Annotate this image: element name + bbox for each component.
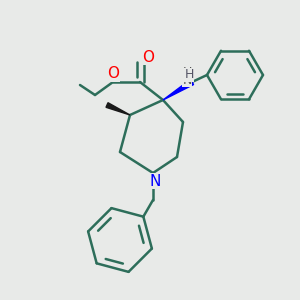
Text: O: O xyxy=(107,67,119,82)
Text: H: H xyxy=(182,65,192,79)
Text: N: N xyxy=(149,173,161,188)
Polygon shape xyxy=(163,80,194,100)
Polygon shape xyxy=(106,103,130,115)
Text: O: O xyxy=(142,50,154,64)
Text: H: H xyxy=(184,68,194,82)
Text: N: N xyxy=(182,74,192,86)
